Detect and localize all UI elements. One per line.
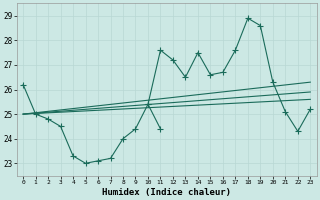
X-axis label: Humidex (Indice chaleur): Humidex (Indice chaleur)	[102, 188, 231, 197]
